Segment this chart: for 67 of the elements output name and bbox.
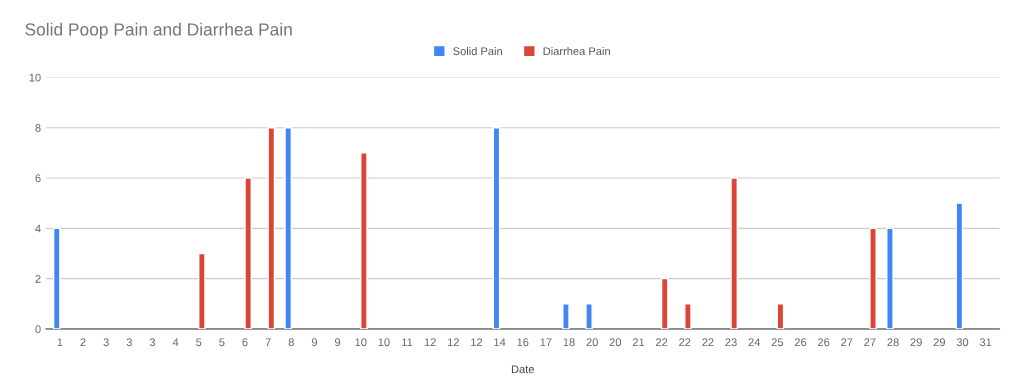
bar <box>198 252 206 329</box>
x-tick-label: 3 <box>103 338 109 347</box>
bar <box>244 177 252 329</box>
bar <box>52 227 61 329</box>
x-tick-label: 20 <box>586 338 598 347</box>
x-tick-label: 11 <box>402 338 413 347</box>
x-tick-label: 17 <box>540 338 552 347</box>
x-tick-label: 25 <box>771 338 784 347</box>
bar <box>360 152 368 329</box>
x-tick-label: 26 <box>818 338 830 347</box>
bar <box>730 177 738 329</box>
bar <box>886 227 894 329</box>
x-tick-label: 30 <box>956 338 969 347</box>
bar <box>955 202 964 329</box>
y-tick-label: 0 <box>35 325 41 334</box>
x-tick-label: 21 <box>632 338 645 347</box>
x-tick-label: 6 <box>242 338 248 347</box>
bar <box>660 277 669 329</box>
x-tick-label: 24 <box>748 338 761 347</box>
bar <box>284 127 293 329</box>
x-tick-label: 2 <box>80 338 86 347</box>
y-tick-label: 8 <box>35 123 41 132</box>
x-tick-label: 20 <box>609 338 622 347</box>
x-tick-label: 5 <box>196 338 202 347</box>
x-tick-label: 7 <box>265 338 271 347</box>
x-tick-label: 3 <box>126 338 132 347</box>
x-tick-label: 4 <box>172 338 179 347</box>
bar <box>585 303 593 329</box>
x-tick-label: 1 <box>57 338 63 347</box>
x-tick-label: 27 <box>841 338 853 347</box>
x-tick-label: 18 <box>563 338 575 347</box>
bar <box>562 303 570 329</box>
legend-label: Solid Pain <box>453 46 502 56</box>
x-tick-label: 16 <box>517 338 529 347</box>
x-tick-label: 3 <box>149 338 156 347</box>
x-tick-label: 22 <box>702 338 714 347</box>
chart-title: Solid Poop Pain and Diarrhea Pain <box>25 22 292 40</box>
bar <box>492 127 501 329</box>
y-tick-label: 6 <box>35 174 41 183</box>
x-tick-label: 26 <box>794 338 807 347</box>
x-tick-label: 31 <box>979 338 992 347</box>
y-tick-label: 2 <box>35 274 41 283</box>
x-tick-label: 12 <box>424 338 436 347</box>
x-axis-title: Date <box>511 365 534 374</box>
legend-label: Diarrhea Pain <box>543 46 610 56</box>
y-tick-label: 10 <box>29 73 41 82</box>
bar <box>267 127 276 329</box>
x-tick-label: 10 <box>378 338 390 347</box>
x-tick-label: 22 <box>656 338 668 347</box>
x-tick-label: 29 <box>910 338 922 347</box>
x-tick-label: 5 <box>219 338 225 347</box>
x-tick-label: 22 <box>679 338 691 347</box>
x-tick-label: 9 <box>311 338 318 347</box>
x-tick-label: 14 <box>494 338 506 347</box>
x-tick-label: 28 <box>887 338 899 347</box>
bar <box>684 303 692 329</box>
x-tick-label: 27 <box>864 338 876 347</box>
x-tick-label: 12 <box>447 338 459 347</box>
x-tick-label: 12 <box>471 338 483 347</box>
y-tick-label: 4 <box>35 224 41 233</box>
x-tick-label: 23 <box>725 338 737 347</box>
x-tick-label: 29 <box>933 338 945 347</box>
bar <box>776 303 785 329</box>
x-tick-label: 8 <box>288 338 294 347</box>
x-tick-label: 10 <box>355 338 367 347</box>
bar <box>869 227 877 329</box>
x-tick-label: 9 <box>335 338 341 347</box>
